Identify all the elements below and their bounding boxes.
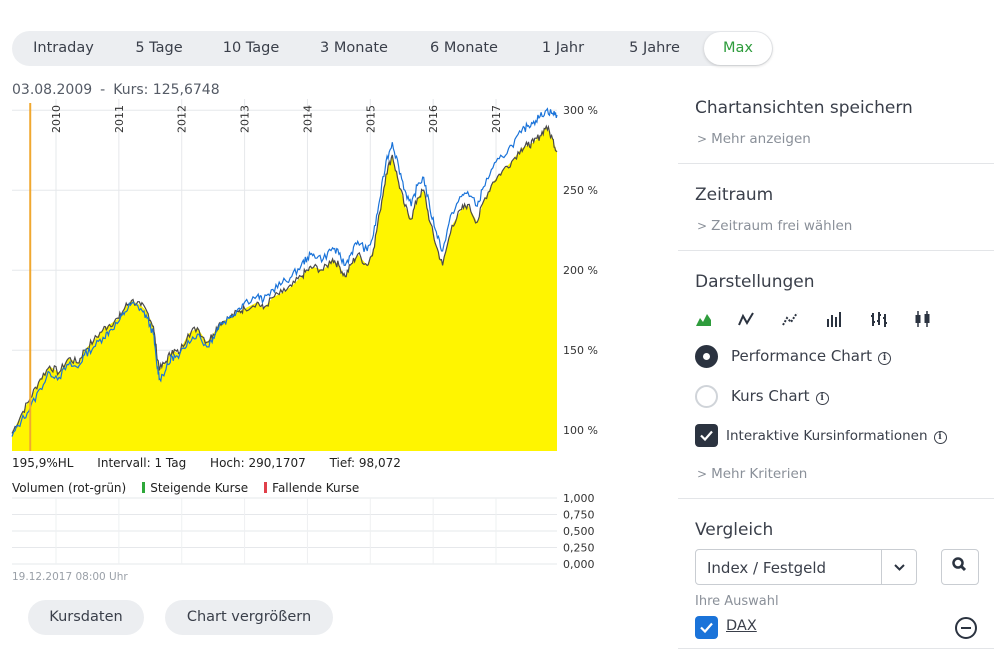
tab-5-jahre[interactable]: 5 Jahre <box>629 40 680 56</box>
quote-date: 03.08.2009 <box>12 82 93 98</box>
info-icon[interactable]: i <box>815 392 829 405</box>
stat-low: Tief: 98,072 <box>329 456 401 470</box>
kursdaten-button[interactable]: Kursdaten <box>28 600 144 635</box>
stat-hl: 195,9%HL <box>12 456 74 470</box>
volume-tick-label: 0,000 <box>563 558 595 570</box>
time-range-tabs: Intraday 5 Tage 10 Tage 3 Monate 6 Monat… <box>12 31 773 66</box>
chart-stats: 195,9%HL Intervall: 1 Tag Hoch: 290,1707… <box>12 456 421 470</box>
checkmark-icon <box>700 430 713 442</box>
bar-chart-icon[interactable] <box>826 310 844 328</box>
x-tick-label: 2010 <box>50 105 63 133</box>
ohlc-chart-icon[interactable] <box>870 310 888 328</box>
volume-falling-label: Fallende Kurse <box>272 481 360 495</box>
chevron-down-icon <box>894 564 905 571</box>
x-tick-label: 2011 <box>113 105 126 133</box>
y-tick-label: 250 % <box>563 184 598 197</box>
more-criteria-link[interactable]: > Mehr Kriterien <box>697 466 807 482</box>
chart-type-icons <box>695 310 955 332</box>
y-tick-label: 150 % <box>563 344 598 357</box>
quote-separator: - <box>100 82 106 98</box>
kurs-chart-radio[interactable] <box>695 385 718 408</box>
info-icon[interactable]: i <box>933 431 947 444</box>
volume-tick-label: 0,250 <box>563 542 595 555</box>
free-period-link[interactable]: > Zeitraum frei wählen <box>697 218 852 234</box>
divider <box>678 498 994 499</box>
dotted-line-chart-icon[interactable] <box>782 310 800 328</box>
dax-checkbox[interactable] <box>695 616 718 639</box>
y-tick-label: 300 % <box>563 104 598 117</box>
chevron-right-icon: > <box>697 219 708 233</box>
tab-max[interactable]: Max <box>704 32 772 65</box>
more-criteria-label: Mehr Kriterien <box>711 466 808 482</box>
tab-intraday[interactable]: Intraday <box>33 40 94 56</box>
dax-compare-line <box>11 107 558 437</box>
compare-title: Vergleich <box>695 520 774 540</box>
x-tick-label: 2014 <box>301 105 314 133</box>
compare-select-value: Index / Festgeld <box>707 559 827 577</box>
tab-3-monate[interactable]: 3 Monate <box>320 40 388 56</box>
performance-chart-option: Performance Chart i <box>731 347 892 365</box>
divider <box>678 648 994 649</box>
line-chart-icon[interactable] <box>738 310 756 328</box>
compare-search-button[interactable] <box>941 549 979 585</box>
remove-compare-icon[interactable] <box>955 617 977 639</box>
y-tick-label: 200 % <box>563 264 598 277</box>
x-tick-label: 2015 <box>364 105 377 133</box>
mountain-chart-icon[interactable] <box>695 310 713 328</box>
compare-select[interactable]: Index / Festgeld <box>695 549 917 585</box>
divider <box>678 250 994 251</box>
tab-6-monate[interactable]: 6 Monate <box>430 40 498 56</box>
display-title: Darstellungen <box>695 272 815 292</box>
stat-interval: Intervall: 1 Tag <box>97 456 187 470</box>
period-title: Zeitraum <box>695 185 774 205</box>
info-icon[interactable]: i <box>878 352 892 365</box>
performance-chart-label: Performance Chart <box>731 347 873 365</box>
tab-1-jahr[interactable]: 1 Jahr <box>541 40 585 56</box>
candlestick-chart-icon[interactable] <box>914 310 932 328</box>
volume-tick-label: 0,500 <box>563 525 595 538</box>
show-more-label: Mehr anzeigen <box>711 131 811 147</box>
volume-chart: 1,000 0,750 0,500 0,250 0,000 <box>12 492 595 570</box>
chevron-right-icon: > <box>697 132 708 146</box>
free-period-label: Zeitraum frei wählen <box>711 218 853 234</box>
select-arrow <box>881 550 916 584</box>
volume-title: Volumen (rot-grün) <box>12 481 127 495</box>
chart-enlarge-button[interactable]: Chart vergrößern <box>165 600 333 635</box>
performance-line <box>11 124 558 434</box>
x-tick-label: 2013 <box>239 105 252 133</box>
performance-chart-radio[interactable] <box>695 345 718 368</box>
x-tick-label: 2017 <box>490 105 503 133</box>
chevron-right-icon: > <box>697 467 708 481</box>
volume-rising-label: Steigende Kurse <box>150 481 249 495</box>
interactive-info-label: Interaktive Kursinformationen <box>726 428 928 444</box>
volume-tick-label: 1,000 <box>563 492 595 505</box>
interactive-info-option: Interaktive Kursinformationen i <box>726 428 947 444</box>
tab-10-tage[interactable]: 10 Tage <box>222 40 280 56</box>
your-selection-label: Ihre Auswahl <box>695 594 779 609</box>
performance-area <box>12 126 557 451</box>
interactive-info-checkbox[interactable] <box>695 424 718 447</box>
volume-legend: Volumen (rot-grün) Steigende Kurse Fallend… <box>12 481 359 495</box>
performance-chart[interactable]: 100 % 150 % 200 % 250 % 300 % 2010 2011 2012 201… <box>0 97 640 454</box>
search-icon <box>952 557 967 572</box>
tab-5-tage[interactable]: 5 Tage <box>135 40 183 56</box>
chart-timestamp: 19.12.2017 08:00 Uhr <box>12 571 128 583</box>
stat-high: Hoch: 290,1707 <box>210 456 306 470</box>
rising-marker-icon <box>142 482 146 493</box>
checkmark-icon <box>700 622 713 634</box>
volume-tick-label: 0,750 <box>563 509 595 522</box>
x-tick-label: 2016 <box>427 105 440 133</box>
x-tick-label: 2012 <box>176 105 189 133</box>
show-more-link[interactable]: > Mehr anzeigen <box>697 131 811 147</box>
y-tick-label: 100 % <box>563 424 598 437</box>
falling-marker-icon <box>264 482 268 493</box>
dax-link[interactable]: DAX <box>726 618 757 634</box>
quote-kurs: Kurs: 125,6748 <box>113 82 220 98</box>
quote-info: 03.08.2009- Kurs: 125,6748 <box>12 82 220 98</box>
divider <box>678 163 994 164</box>
kurs-chart-option: Kurs Chart i <box>731 387 829 405</box>
save-views-title: Chartansichten speichern <box>695 98 913 118</box>
kurs-chart-label: Kurs Chart <box>731 387 810 405</box>
